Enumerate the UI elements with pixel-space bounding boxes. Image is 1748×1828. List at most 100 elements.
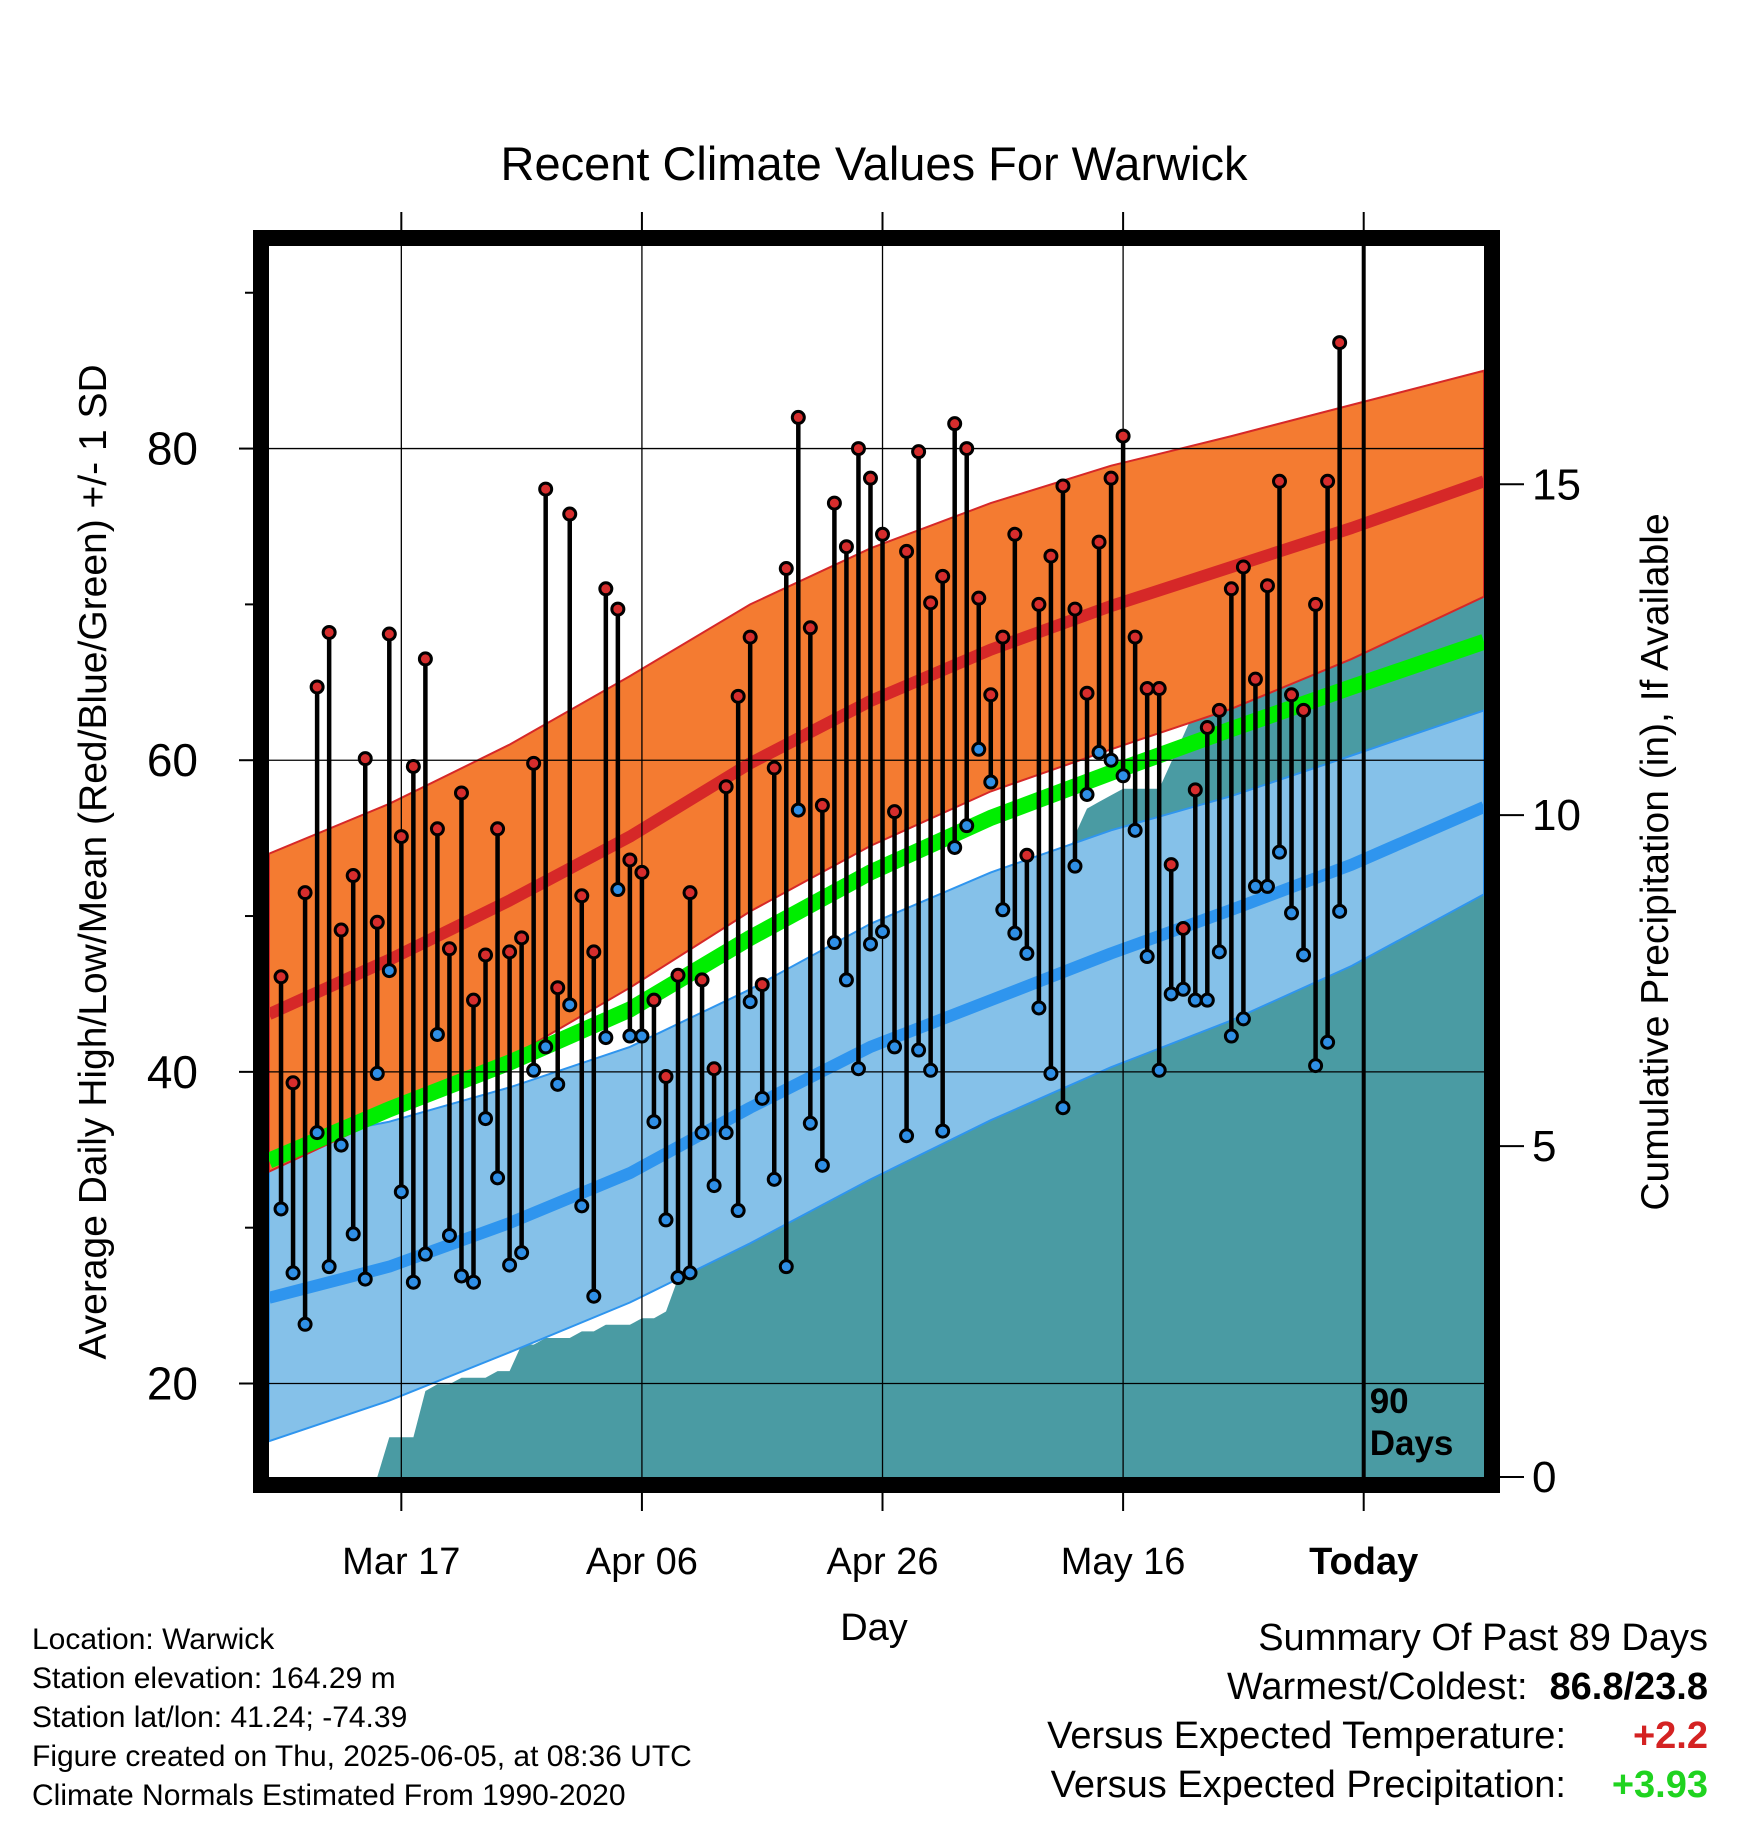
summary-panel: Summary Of Past 89 Days Warmest/Coldest:…	[1047, 1614, 1708, 1810]
temp-label: Versus Expected Temperature:	[1047, 1715, 1566, 1757]
high-point	[995, 629, 1011, 645]
high-point	[297, 885, 313, 901]
low-point	[754, 1090, 770, 1106]
high-point	[706, 1061, 722, 1077]
low-point	[514, 1245, 530, 1261]
high-point	[1127, 629, 1143, 645]
low-point	[790, 802, 806, 818]
low-sd-band	[269, 709, 1484, 1443]
precip-label: Versus Expected Precipitation:	[1050, 1764, 1566, 1806]
high-point	[1199, 719, 1215, 735]
low-point	[1091, 744, 1107, 760]
low-point	[586, 1288, 602, 1304]
low-point	[1043, 1065, 1059, 1081]
high-point	[369, 914, 385, 930]
high-point	[490, 821, 506, 837]
low-point	[850, 1061, 866, 1077]
high-point	[1175, 921, 1191, 937]
low-point	[441, 1227, 457, 1243]
low-point	[634, 1028, 650, 1044]
high-point	[1223, 581, 1239, 597]
low-point	[983, 774, 999, 790]
high-point	[453, 785, 469, 801]
low-point	[598, 1030, 614, 1046]
high-point	[959, 441, 975, 457]
elevation-text: Station elevation: 164.29 m	[32, 1662, 396, 1695]
high-point	[1151, 681, 1167, 697]
high-point	[1091, 534, 1107, 550]
high-point	[947, 416, 963, 432]
high-point	[634, 864, 650, 880]
low-point	[562, 997, 578, 1013]
high-point	[1284, 687, 1300, 703]
low-point	[1031, 1000, 1047, 1016]
high-point	[526, 755, 542, 771]
low-point	[814, 1157, 830, 1173]
y-tick-label: 80	[147, 423, 198, 475]
high-point	[1055, 478, 1071, 494]
high-point	[802, 620, 818, 636]
low-point	[622, 1028, 638, 1044]
low-point	[1103, 752, 1119, 768]
high-point	[682, 885, 698, 901]
y2-tick-label: 15	[1532, 460, 1581, 509]
high-point	[441, 941, 457, 957]
high-point	[502, 944, 518, 960]
low-point	[393, 1184, 409, 1200]
high-point	[1103, 470, 1119, 486]
high-point	[1031, 596, 1047, 612]
high-point	[658, 1069, 674, 1085]
y2-tick-label: 0	[1532, 1453, 1556, 1502]
high-point	[1320, 473, 1336, 489]
low-point	[1055, 1100, 1071, 1116]
low-point	[658, 1212, 674, 1228]
high-point	[923, 595, 939, 611]
low-point	[1199, 992, 1215, 1008]
low-point	[1247, 878, 1263, 894]
plot-frame	[253, 230, 1500, 1493]
high-point	[598, 581, 614, 597]
warm-cold-label: Warmest/Coldest:	[1226, 1666, 1528, 1708]
precip-value: +3.93	[1611, 1764, 1708, 1806]
low-point	[778, 1259, 794, 1275]
high-point	[850, 441, 866, 457]
low-point	[947, 839, 963, 855]
high-point	[1247, 671, 1263, 687]
high-point	[1211, 702, 1227, 718]
y-axis-label: Average Daily High/Low/Mean (Red/Blue/Gr…	[72, 364, 115, 1359]
high-point	[321, 624, 337, 640]
high-point	[1007, 526, 1023, 542]
high-point	[538, 481, 554, 497]
low-point	[478, 1111, 494, 1127]
high-point	[562, 506, 578, 522]
low-point	[490, 1170, 506, 1186]
low-point	[971, 741, 987, 757]
high-point	[694, 972, 710, 988]
low-point	[309, 1125, 325, 1141]
low-point	[887, 1039, 903, 1055]
low-point	[1067, 858, 1083, 874]
low-point	[862, 936, 878, 952]
high-point	[971, 590, 987, 606]
low-point	[802, 1115, 818, 1131]
y-tick-label: 40	[147, 1046, 198, 1098]
low-point	[646, 1114, 662, 1130]
low-point	[429, 1026, 445, 1042]
high-point	[826, 495, 842, 511]
low-point	[1163, 986, 1179, 1002]
today-days-label: Days	[1370, 1424, 1454, 1463]
high-point	[550, 980, 566, 996]
low-point	[357, 1271, 373, 1287]
high-point	[1079, 685, 1095, 701]
low-point	[1079, 786, 1095, 802]
low-point	[466, 1274, 482, 1290]
low-point	[826, 935, 842, 951]
high-point	[357, 751, 373, 767]
low-point	[1187, 992, 1203, 1008]
low-point	[923, 1062, 939, 1078]
low-point	[1211, 944, 1227, 960]
high-point	[1115, 428, 1131, 444]
summary-title: Summary Of Past 89 Days	[1258, 1617, 1708, 1659]
low-point	[1332, 903, 1348, 919]
high-point	[417, 651, 433, 667]
